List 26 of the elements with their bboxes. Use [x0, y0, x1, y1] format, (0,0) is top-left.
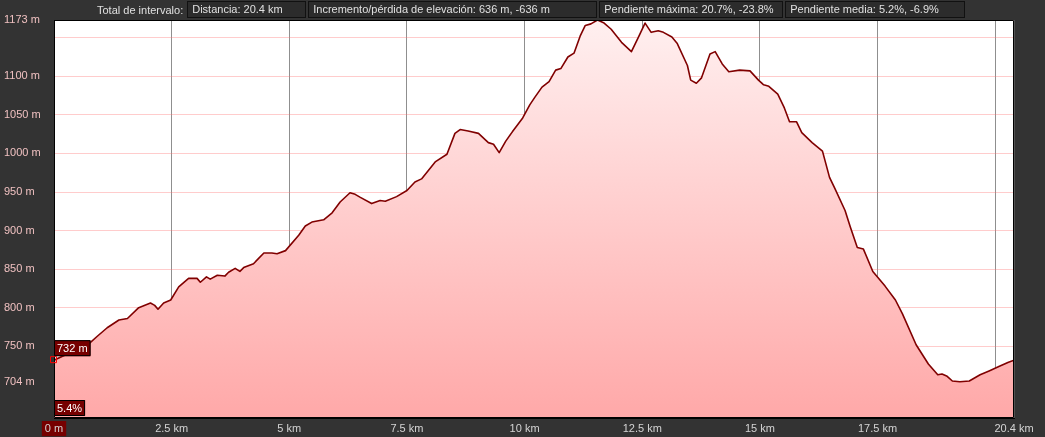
text: Pendiente media: 5.2%, -6.9% — [785, 1, 966, 18]
text: Distancia: 20.4 km — [187, 1, 307, 18]
y-tick-label: 900 m — [4, 223, 35, 236]
y-tick-label: 1000 m — [4, 146, 41, 159]
annotation: 5.4% — [57, 401, 83, 414]
x-tick-label: 12.5 km — [622, 421, 662, 434]
y-tick-label: 800 m — [4, 300, 35, 313]
chart-title: Total de intervalo: — [97, 3, 185, 18]
x-tick-label: 7.5 km — [390, 421, 424, 434]
y-tick-label: 950 m — [4, 185, 35, 198]
y-tick-label: 750 m — [4, 339, 35, 352]
y-tick-label: 850 m — [4, 262, 35, 275]
x-tick-label: 17.5 km — [857, 421, 898, 434]
x-tick-label: 10 km — [509, 421, 540, 434]
y-tick-label: 1050 m — [4, 107, 41, 120]
x-tick-label: 0 m — [44, 421, 64, 434]
y-tick-label: 704 m — [4, 374, 35, 387]
annotation: 732 m — [57, 341, 88, 354]
x-tick-label: 2.5 km — [155, 421, 189, 434]
text: Pendiente máxima: 20.7%, -23.8% — [599, 1, 784, 18]
y-tick-label: 1173 m — [4, 13, 40, 26]
y-tick-label: 1100 m — [4, 69, 40, 82]
x-tick-label: 5 km — [277, 421, 302, 434]
x-tick-label: 20.4 km — [994, 421, 1034, 434]
text: Incremento/pérdida de elevación: 636 m, -636 m — [308, 1, 598, 18]
x-tick-label: 15 km — [744, 421, 775, 434]
